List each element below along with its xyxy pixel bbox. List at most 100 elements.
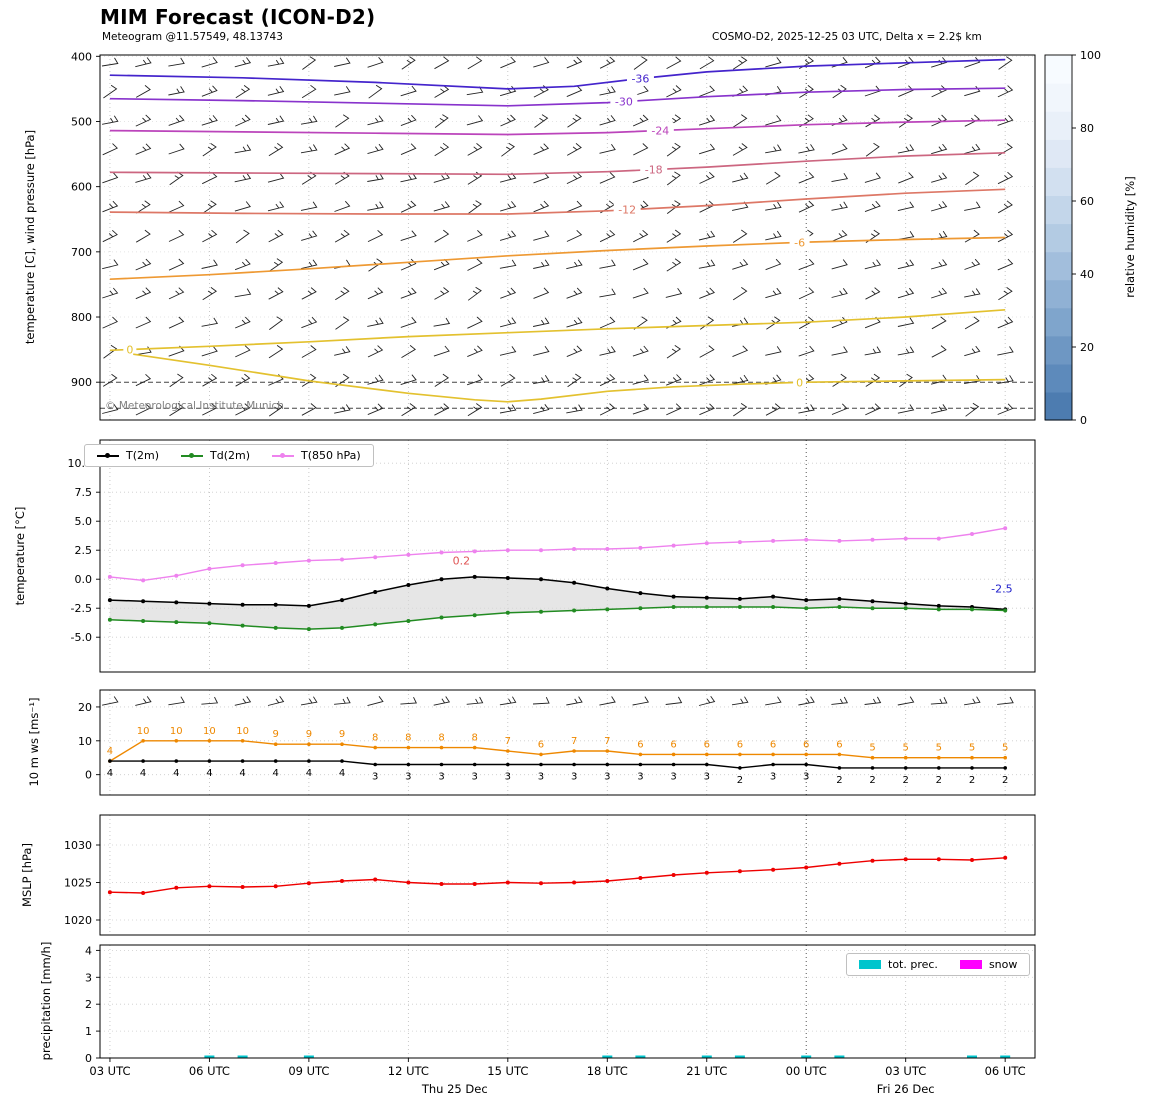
colorbar-label: relative humidity [%] bbox=[1123, 176, 1137, 298]
svg-text:7: 7 bbox=[505, 736, 511, 747]
svg-text:7: 7 bbox=[571, 736, 577, 747]
svg-text:2.5: 2.5 bbox=[75, 544, 93, 557]
svg-text:21 UTC: 21 UTC bbox=[686, 1064, 727, 1078]
svg-text:5: 5 bbox=[903, 743, 909, 754]
svg-text:2: 2 bbox=[85, 998, 92, 1011]
svg-text:40: 40 bbox=[1080, 268, 1094, 281]
humidity-colorbar: 0 20 40 60 80 100 bbox=[1044, 49, 1101, 427]
legend-item-t850: T(850 hPa) bbox=[272, 449, 361, 462]
legend-item-totprec: tot. prec. bbox=[859, 958, 938, 971]
svg-text:10: 10 bbox=[203, 726, 216, 737]
svg-text:4: 4 bbox=[85, 944, 92, 957]
legend-label-td2m: Td(2m) bbox=[210, 449, 251, 462]
svg-text:20: 20 bbox=[78, 701, 92, 714]
svg-text:3: 3 bbox=[85, 971, 92, 984]
svg-text:1030: 1030 bbox=[64, 839, 92, 852]
panel-mslp bbox=[107, 855, 1008, 895]
svg-text:06 UTC: 06 UTC bbox=[189, 1064, 230, 1078]
wind-barbs-upper bbox=[101, 56, 1014, 417]
gridlines bbox=[100, 55, 1035, 1059]
svg-text:3: 3 bbox=[637, 772, 643, 783]
upper-air-ylabel: temperature [C], wind pressure [hPa] bbox=[23, 129, 37, 345]
svg-text:3: 3 bbox=[670, 772, 676, 783]
tmin-annotation: -2.5 bbox=[991, 582, 1013, 596]
svg-text:5: 5 bbox=[969, 743, 975, 754]
svg-text:9: 9 bbox=[273, 729, 279, 740]
legend-item-snow: snow bbox=[959, 958, 1017, 971]
svg-text:4: 4 bbox=[140, 768, 146, 779]
precip-ylabel: precipitation [mm/h] bbox=[39, 941, 53, 1061]
legend-item-td2m: Td(2m) bbox=[181, 449, 250, 462]
temperature-legend: T(2m) Td(2m) T(850 hPa) bbox=[84, 444, 374, 467]
svg-text:1020: 1020 bbox=[64, 914, 92, 927]
svg-text:06 UTC: 06 UTC bbox=[985, 1064, 1026, 1078]
svg-text:6: 6 bbox=[538, 739, 544, 750]
svg-text:-24: -24 bbox=[651, 124, 669, 137]
legend-item-t2m: T(2m) bbox=[97, 449, 159, 462]
svg-text:-12: -12 bbox=[618, 204, 636, 217]
svg-text:0.0: 0.0 bbox=[75, 573, 93, 586]
svg-text:4: 4 bbox=[107, 746, 113, 757]
svg-text:8: 8 bbox=[471, 733, 477, 744]
svg-text:3: 3 bbox=[571, 772, 577, 783]
svg-text:500: 500 bbox=[71, 115, 92, 128]
svg-text:00 UTC: 00 UTC bbox=[786, 1064, 827, 1078]
svg-text:3: 3 bbox=[405, 772, 411, 783]
svg-text:700: 700 bbox=[71, 246, 92, 259]
td2m-line-sample-icon bbox=[181, 453, 204, 458]
svg-text:2: 2 bbox=[936, 775, 942, 786]
svg-text:6: 6 bbox=[704, 739, 710, 750]
temperature-ylabel: temperature [°C] bbox=[13, 506, 27, 606]
svg-text:5.0: 5.0 bbox=[75, 515, 93, 528]
svg-text:8: 8 bbox=[372, 733, 378, 744]
svg-text:5: 5 bbox=[936, 743, 942, 754]
svg-text:3: 3 bbox=[704, 772, 710, 783]
svg-text:900: 900 bbox=[71, 376, 92, 389]
precip-legend: tot. prec. snow bbox=[846, 953, 1031, 976]
svg-text:4: 4 bbox=[239, 768, 245, 779]
svg-text:4: 4 bbox=[206, 768, 212, 779]
panel-precip bbox=[204, 1055, 1011, 1058]
svg-text:3: 3 bbox=[538, 772, 544, 783]
svg-text:3: 3 bbox=[803, 772, 809, 783]
svg-text:9: 9 bbox=[306, 729, 312, 740]
legend-label-t850: T(850 hPa) bbox=[301, 449, 361, 462]
svg-text:2: 2 bbox=[969, 775, 975, 786]
svg-text:2: 2 bbox=[869, 775, 875, 786]
svg-text:09 UTC: 09 UTC bbox=[288, 1064, 329, 1078]
svg-text:6: 6 bbox=[737, 739, 743, 750]
svg-text:0: 0 bbox=[85, 1052, 92, 1065]
svg-text:400: 400 bbox=[71, 50, 92, 63]
svg-text:2: 2 bbox=[903, 775, 909, 786]
svg-text:0: 0 bbox=[126, 343, 133, 356]
svg-text:12 UTC: 12 UTC bbox=[388, 1064, 429, 1078]
svg-text:-2.5: -2.5 bbox=[71, 602, 92, 615]
isotherms: -36 -30 -24 -18 -12 -6 0 0 bbox=[109, 58, 1006, 403]
svg-text:7: 7 bbox=[604, 736, 610, 747]
svg-text:0: 0 bbox=[796, 376, 803, 389]
svg-text:-6: -6 bbox=[794, 236, 805, 249]
svg-text:4: 4 bbox=[339, 768, 345, 779]
t850-line-sample-icon bbox=[272, 453, 295, 458]
legend-label-t2m: T(2m) bbox=[126, 449, 160, 462]
svg-text:20: 20 bbox=[1080, 341, 1094, 354]
svg-text:3: 3 bbox=[770, 772, 776, 783]
svg-text:4: 4 bbox=[173, 768, 179, 779]
svg-text:10: 10 bbox=[137, 726, 150, 737]
svg-text:1025: 1025 bbox=[64, 877, 92, 890]
svg-text:3: 3 bbox=[471, 772, 477, 783]
svg-text:0: 0 bbox=[1080, 414, 1087, 427]
svg-text:10: 10 bbox=[236, 726, 249, 737]
page-title: MIM Forecast (ICON-D2) bbox=[100, 5, 376, 29]
svg-text:6: 6 bbox=[836, 739, 842, 750]
totprec-patch-icon bbox=[859, 960, 881, 969]
svg-text:18 UTC: 18 UTC bbox=[587, 1064, 628, 1078]
svg-text:5: 5 bbox=[1002, 743, 1008, 754]
svg-text:80: 80 bbox=[1080, 122, 1094, 135]
svg-text:2: 2 bbox=[1002, 775, 1008, 786]
wind-ylabel: 10 m ws [ms⁻¹] bbox=[27, 697, 41, 787]
model-info: COSMO-D2, 2025-12-25 03 UTC, Delta x = 2… bbox=[712, 31, 982, 43]
svg-text:03 UTC: 03 UTC bbox=[89, 1064, 130, 1078]
